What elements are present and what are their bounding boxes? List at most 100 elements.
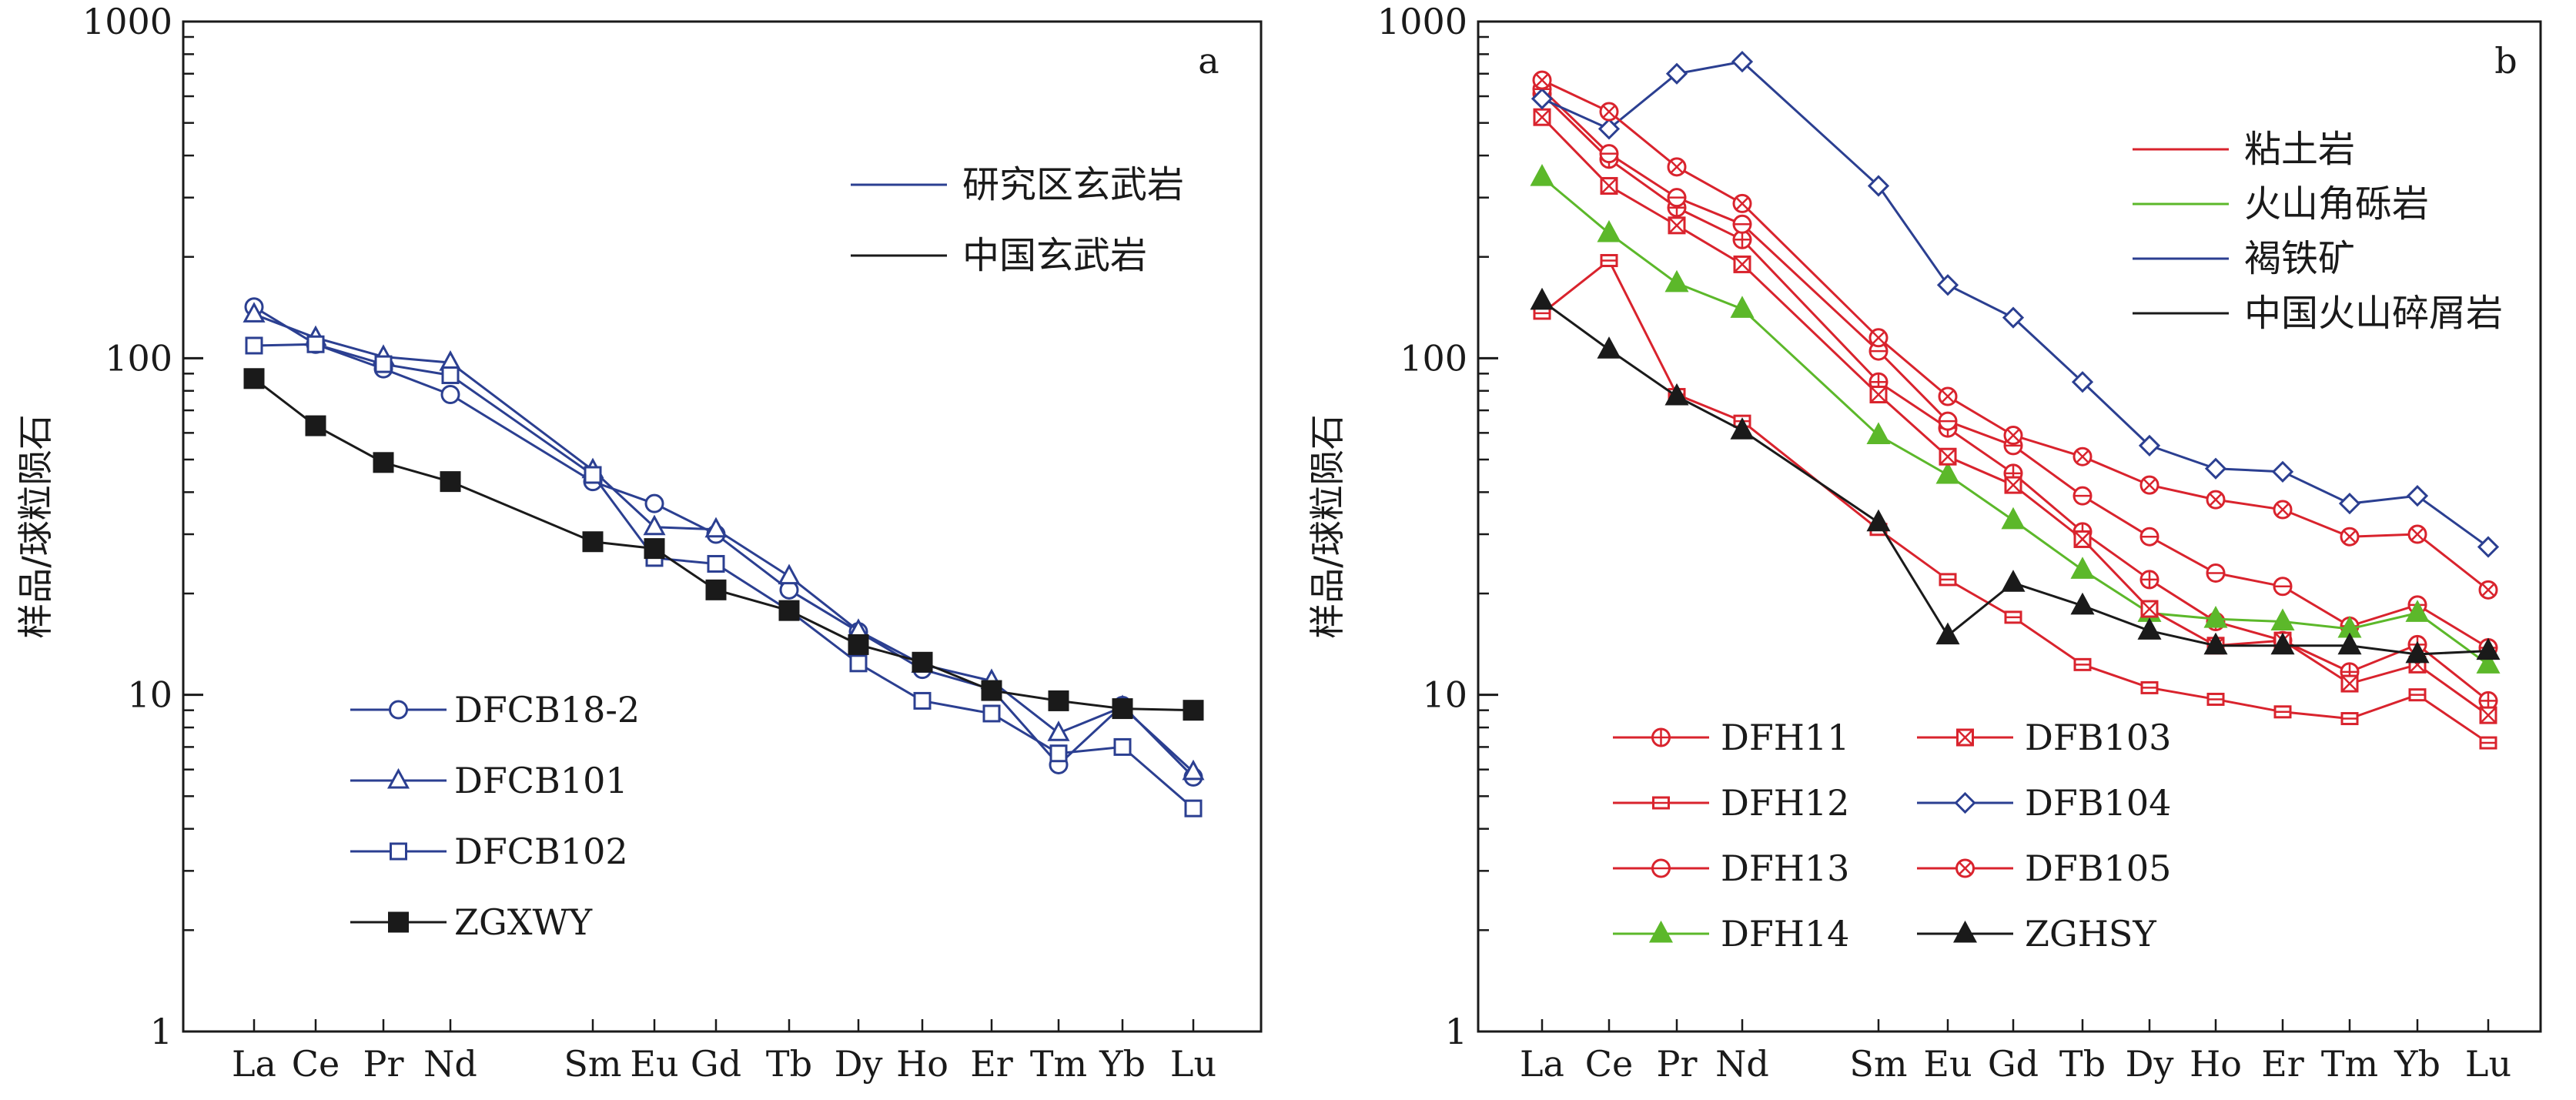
x-tick-label: La bbox=[1520, 1043, 1564, 1085]
data-point-DFH13-Ce bbox=[1599, 144, 1619, 164]
data-point-DFCB101-Tb bbox=[778, 563, 801, 585]
data-point-DFH12-Tm bbox=[2340, 712, 2359, 726]
legend-marker bbox=[389, 700, 408, 720]
data-point-DFH14-Er bbox=[2270, 608, 2295, 631]
data-point-ZGXWY-Gd bbox=[705, 579, 727, 600]
data-point-DFCB102-Nd bbox=[441, 366, 460, 384]
data-point-DFCB102-Yb bbox=[1113, 737, 1132, 756]
data-point-DFB105-Er bbox=[2273, 500, 2293, 520]
data-point-DFH12-Ce bbox=[1600, 253, 1618, 267]
series-ZGHSY bbox=[1530, 287, 2501, 664]
y-tick-label: 100 bbox=[105, 337, 172, 379]
legend-label: DFB105 bbox=[2025, 848, 2171, 889]
data-point-DFCB102-Tm bbox=[1049, 744, 1068, 763]
plot-frame bbox=[182, 20, 1263, 1033]
data-point-DFB103-Ce bbox=[1600, 176, 1618, 195]
data-point-DFH12-Er bbox=[2273, 705, 2292, 719]
series-ZGXWY bbox=[243, 368, 1204, 721]
x-tick-label: Eu bbox=[1923, 1043, 1972, 1085]
data-point-DFB104-La bbox=[1531, 88, 1554, 110]
data-point-DFH13-Nd bbox=[1732, 214, 1752, 234]
plot-frame bbox=[1477, 20, 2542, 1033]
data-point-ZGHSY-Ho bbox=[2203, 632, 2228, 655]
x-tick-label: Sm bbox=[564, 1043, 621, 1085]
data-point-DFH13-Dy bbox=[2139, 527, 2159, 547]
data-point-ZGXWY-La bbox=[243, 368, 265, 390]
legend-label: DFH12 bbox=[1721, 782, 1849, 824]
data-point-DFH12-Tb bbox=[2073, 657, 2092, 671]
legend-label: DFH14 bbox=[1721, 913, 1849, 955]
data-point-DFH14-Gd bbox=[2001, 507, 2026, 530]
y-tick-label: 10 bbox=[127, 674, 172, 716]
data-point-DFB105-Sm bbox=[1868, 328, 1889, 348]
legend-marker bbox=[1651, 727, 1671, 747]
legend-label: ZGXWY bbox=[454, 901, 593, 943]
data-point-DFCB101-La bbox=[243, 302, 266, 323]
data-point-DFB105-Nd bbox=[1732, 193, 1752, 213]
legend-entry-DFCB18-2: DFCB18-2 bbox=[350, 689, 640, 731]
series-line-ZGXWY bbox=[253, 377, 1194, 712]
x-tick-label: Er bbox=[2261, 1043, 2304, 1085]
data-point-DFB104-Er bbox=[2271, 460, 2294, 483]
legend-marker bbox=[390, 842, 407, 861]
legend-entry-DFB105: DFB105 bbox=[1917, 848, 2171, 889]
series-line-DFB103 bbox=[1541, 116, 2489, 717]
series-DFB103 bbox=[1533, 108, 2497, 724]
data-point-DFB103-Dy bbox=[2140, 600, 2159, 618]
legend-label: DFCB102 bbox=[454, 831, 628, 872]
data-point-DFCB18-2-Eu bbox=[644, 493, 664, 513]
group-legend-label: 研究区玄武岩 bbox=[962, 163, 1184, 206]
data-point-ZGHSY-Dy bbox=[2137, 617, 2162, 640]
legend-entry-DFH11: DFH11 bbox=[1613, 717, 1849, 758]
data-point-DFB104-Yb bbox=[2406, 485, 2429, 507]
data-point-DFCB102-Ho bbox=[913, 691, 932, 710]
x-tick-label: Pr bbox=[363, 1043, 404, 1085]
data-point-DFB105-Tm bbox=[2340, 527, 2360, 547]
data-point-DFH12-Ho bbox=[2206, 692, 2225, 706]
data-point-DFH12-Eu bbox=[1939, 573, 1957, 587]
data-point-DFB104-Ce bbox=[1597, 118, 1621, 140]
data-point-DFH14-Pr bbox=[1664, 269, 1689, 293]
data-point-DFH11-Dy bbox=[2139, 570, 2159, 590]
series-DFH14 bbox=[1530, 163, 2501, 674]
data-point-DFCB18-2-Nd bbox=[440, 385, 460, 405]
y-axis-label: 样品/球粒陨石 bbox=[1306, 414, 1348, 639]
data-point-DFB105-Yb bbox=[2407, 524, 2427, 544]
legend-entry-DFCB101: DFCB101 bbox=[350, 760, 628, 801]
data-point-DFB104-Dy bbox=[2138, 434, 2161, 457]
group-legend-label: 中国玄武岩 bbox=[962, 234, 1147, 277]
data-point-DFH14-Lu bbox=[2476, 651, 2501, 674]
data-point-DFB105-Eu bbox=[1938, 386, 1958, 406]
data-point-DFCB102-Lu bbox=[1184, 799, 1203, 817]
series-line-DFH12 bbox=[1541, 259, 2489, 744]
legend-label: DFH13 bbox=[1721, 848, 1849, 889]
legend-entry-DFB103: DFB103 bbox=[1917, 717, 2171, 758]
x-tick-label: Ho bbox=[2190, 1043, 2242, 1085]
data-point-DFB104-Pr bbox=[1665, 62, 1688, 85]
data-point-DFH13-Ho bbox=[2206, 563, 2226, 583]
group-legend-label: 粘土岩 bbox=[2244, 128, 2355, 171]
legend-entry-DFB104: DFB104 bbox=[1917, 782, 2171, 824]
x-tick-label: Ce bbox=[292, 1043, 340, 1085]
x-tick-label: Lu bbox=[2465, 1043, 2511, 1085]
data-point-ZGXWY-Sm bbox=[582, 531, 604, 553]
y-tick-label: 1000 bbox=[1377, 1, 1467, 42]
panel-b: 1 10 100 1000 La Ce Pr Nd Sm Eu Gd Tb Dy Ho Er Tm Yb Lu 样品… bbox=[1306, 1, 2542, 1085]
data-point-DFB103-Nd bbox=[1733, 255, 1751, 273]
x-tick-label: Ho bbox=[896, 1043, 948, 1085]
y-tick-label: 100 bbox=[1400, 337, 1467, 379]
x-tick-label: La bbox=[232, 1043, 276, 1085]
legend-marker bbox=[1955, 858, 1975, 878]
data-point-DFH14-Nd bbox=[1730, 296, 1755, 318]
series-DFCB102 bbox=[245, 335, 1203, 817]
data-point-ZGHSY-Er bbox=[2270, 632, 2295, 655]
legend-label: DFH11 bbox=[1721, 717, 1849, 758]
legend-label: DFCB101 bbox=[454, 760, 628, 801]
legend-label: DFB103 bbox=[2025, 717, 2171, 758]
legend-marker bbox=[1954, 791, 1976, 814]
legend-marker bbox=[1652, 796, 1670, 810]
data-point-DFH13-Tb bbox=[2073, 486, 2093, 506]
data-point-DFH12-Dy bbox=[2140, 680, 2159, 694]
